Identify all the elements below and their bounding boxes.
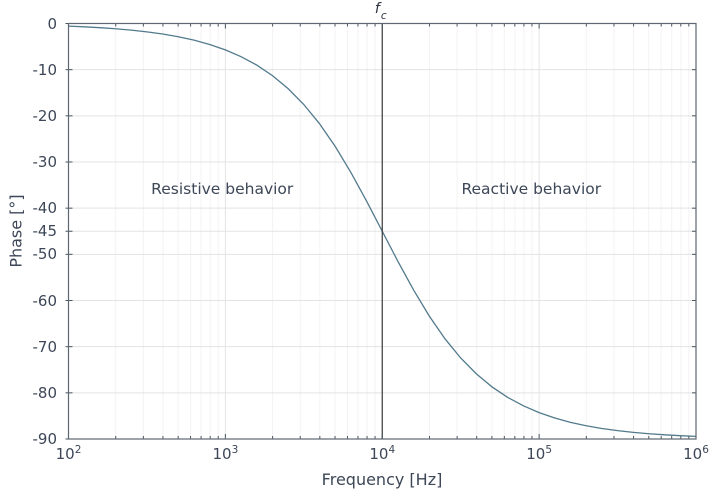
y-tick-label: -60 <box>32 291 58 310</box>
x-tick-exponent: 4 <box>388 444 396 456</box>
y-tick-label: -40 <box>32 199 58 218</box>
x-tick-label: 102 <box>56 444 82 463</box>
fc-label-base: f <box>374 1 380 17</box>
y-tick-label: -20 <box>32 106 58 125</box>
axis-box <box>67 22 697 440</box>
x-tick-exponent: 5 <box>545 444 553 456</box>
x-tick-label: 104 <box>369 444 395 463</box>
y-tick-label: -90 <box>32 430 58 448</box>
y-tick-label: -45 <box>32 222 58 241</box>
y-tick-label: -30 <box>32 153 58 171</box>
y-tick-label: -50 <box>32 245 58 264</box>
y-tick-label: -80 <box>32 383 58 402</box>
fc-label-subscript: c <box>380 9 387 22</box>
x-tick-base: 10 <box>683 445 703 463</box>
x-tick-exponent: 2 <box>74 444 82 456</box>
x-tick-base: 10 <box>212 445 232 463</box>
y-tick-label: -10 <box>32 60 58 79</box>
x-tick-label: 105 <box>526 444 552 463</box>
x-axis-title: Frequency [Hz] <box>321 470 443 489</box>
y-tick-label: -70 <box>32 337 58 356</box>
x-tick-exponent: 3 <box>231 444 239 456</box>
cutoff-frequency-label: fc <box>374 1 387 22</box>
annotation-reactive-behavior: Reactive behavior <box>461 179 602 198</box>
x-tick-base: 10 <box>55 445 75 463</box>
x-tick-label: 106 <box>683 444 709 463</box>
x-tick-base: 10 <box>369 445 389 463</box>
y-tick-label: 0 <box>47 14 57 33</box>
annotation-resistive-behavior: Resistive behavior <box>151 179 294 198</box>
x-tick-exponent: 6 <box>702 444 709 456</box>
x-tick-base: 10 <box>526 445 546 463</box>
x-tick-label: 103 <box>212 444 238 463</box>
